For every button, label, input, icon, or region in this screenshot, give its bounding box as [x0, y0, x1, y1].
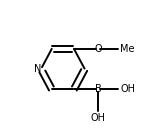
- Text: O: O: [95, 43, 102, 54]
- Text: N: N: [34, 64, 41, 74]
- Text: OH: OH: [91, 113, 106, 123]
- Text: B: B: [95, 84, 102, 95]
- Text: OH: OH: [120, 84, 135, 95]
- Text: Me: Me: [120, 43, 135, 54]
